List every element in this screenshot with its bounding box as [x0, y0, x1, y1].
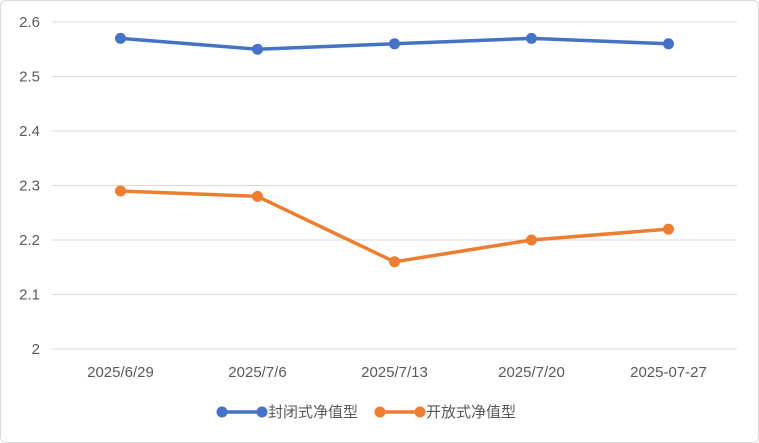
legend: 封闭式净值型 开放式净值型: [216, 403, 516, 421]
x-axis-labels: 2025/6/29 2025/7/6 2025/7/13 2025/7/20 2025-…: [87, 364, 707, 381]
data-point: [389, 38, 400, 50]
series-line-2: [118, 189, 671, 264]
y-tick-label: 2.6: [19, 14, 40, 31]
x-tick-label: 2025/6/29: [87, 364, 154, 381]
x-tick-label: 2025-07-27: [630, 364, 707, 381]
legend-marker: [374, 406, 386, 418]
y-tick-label: 2.1: [19, 287, 40, 304]
data-point: [252, 43, 263, 55]
data-point: [115, 32, 126, 44]
x-tick-label: 2025/7/6: [228, 364, 286, 381]
x-tick-label: 2025/7/20: [498, 364, 565, 381]
legend-label-2: 开放式净值型: [426, 403, 516, 421]
y-tick-label: 2: [32, 341, 40, 358]
data-point: [115, 185, 126, 197]
data-point: [663, 38, 674, 50]
data-point: [663, 223, 674, 235]
y-axis-labels: 2 2.1 2.2 2.3 2.4 2.5 2.6: [19, 14, 40, 358]
data-point: [252, 190, 263, 202]
x-tick-label: 2025/7/13: [361, 364, 428, 381]
gridlines: [52, 21, 737, 350]
legend-marker: [216, 406, 228, 418]
series-layer: [115, 32, 674, 268]
y-tick-label: 2.4: [19, 123, 40, 140]
legend-label-1: 封闭式净值型: [268, 403, 358, 421]
y-tick-label: 2.2: [19, 232, 40, 249]
y-tick-label: 2.3: [19, 178, 40, 195]
data-point: [389, 256, 400, 268]
data-point: [526, 32, 537, 44]
data-point: [526, 234, 537, 246]
y-tick-label: 2.5: [19, 69, 40, 86]
legend-marker: [414, 406, 426, 418]
legend-marker: [256, 406, 268, 418]
